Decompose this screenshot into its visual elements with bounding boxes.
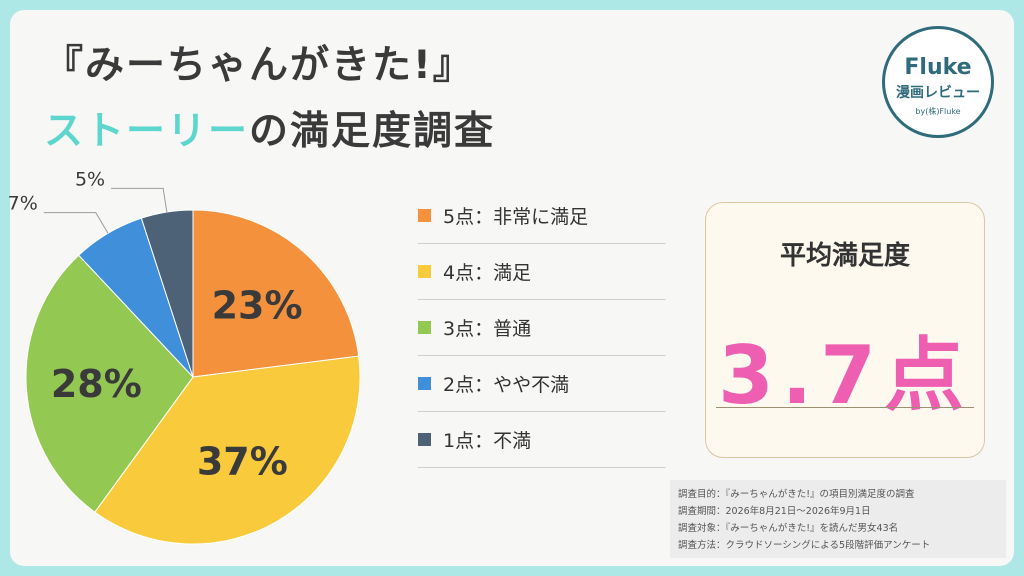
logo-credit: by(株)Fluke (915, 107, 961, 116)
brand-logo: Fluke 漫画レビュー by(株)Fluke (882, 26, 994, 138)
survey-note: 調査期間：2026年8月21日～2026年9月1日 (678, 506, 871, 517)
slice-label: 28% (51, 362, 142, 406)
legend-swatch (418, 209, 431, 222)
legend-label: 2点：やや不満 (443, 374, 570, 396)
page-title: 『みーちゃんがきた!』 (44, 43, 474, 88)
average-label: 平均満足度 (779, 241, 910, 271)
legend-swatch (418, 377, 431, 390)
chart-legend: 5点：非常に満足 4点：満足 3点：普通 2点：やや不満 1点：不満 (418, 188, 666, 468)
average-underline (716, 407, 974, 408)
logo-name: Fluke (904, 55, 972, 80)
legend-item: 5点：非常に満足 (418, 188, 666, 244)
average-value: 3.7点 (718, 329, 972, 422)
survey-note: 調査目的：『みーちゃんがきた!』の項目別満足度の調査 (678, 489, 915, 500)
slice-label: 7% (8, 193, 38, 215)
legend-label: 5点：非常に満足 (443, 206, 589, 228)
legend-item: 1点：不満 (418, 412, 666, 468)
survey-notes: 調査目的：『みーちゃんがきた!』の項目別満足度の調査 調査期間：2026年8月21… (670, 480, 1006, 558)
legend-swatch (418, 321, 431, 334)
legend-item: 4点：満足 (418, 244, 666, 300)
legend-swatch (418, 433, 431, 446)
pie-chart: 23% 37% 28% 7% 5% (8, 168, 361, 545)
legend-label: 4点：満足 (443, 262, 532, 284)
pie-slice (140, 209, 194, 378)
subtitle-highlight: ストーリー (44, 109, 250, 154)
legend-item: 3点：普通 (418, 300, 666, 356)
page-subtitle: ストーリーの満足度調査 (44, 100, 495, 156)
legend-item: 2点：やや不満 (418, 356, 666, 412)
subtitle-rest: の満足度調査 (249, 109, 496, 154)
logo-subtitle: 漫画レビュー (896, 85, 980, 101)
pie-slice (192, 209, 360, 378)
pie-slice (25, 254, 194, 513)
slice-label: 5% (75, 168, 105, 190)
survey-note: 調査方法：クラウドソーシングによる5段階評価アンケート (678, 540, 931, 551)
legend-label: 3点：普通 (443, 318, 532, 340)
pie-slice (94, 355, 361, 545)
legend-label: 1点：不満 (443, 430, 532, 452)
leader-line (111, 187, 168, 213)
slice-label: 37% (197, 439, 288, 483)
average-panel: 平均満足度 3.7点 (705, 202, 985, 458)
slice-label: 23% (212, 283, 303, 327)
leader-line (43, 212, 109, 234)
survey-note: 調査対象：『みーちゃんがきた!』を読んだ男女43名 (678, 523, 899, 534)
legend-swatch (418, 265, 431, 278)
